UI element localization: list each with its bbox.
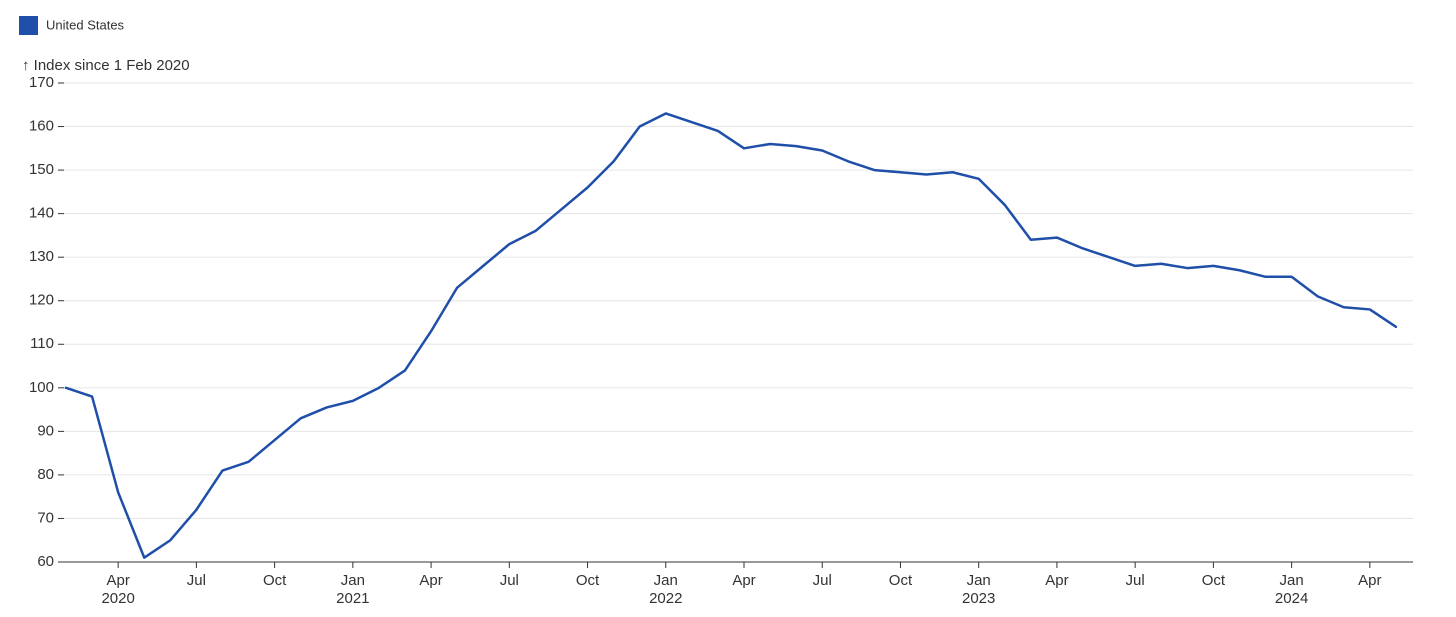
series-line (64, 112, 1398, 559)
x-year-label: 2020 (101, 590, 134, 607)
x-year-label: 2023 (962, 590, 995, 607)
y-tick-label: 170 (29, 74, 54, 91)
x-tick-label: Jan (1280, 572, 1304, 589)
y-axis-title: ↑ Index since 1 Feb 2020 (22, 57, 190, 74)
y-tick-label: 110 (30, 335, 54, 352)
y-tick-label: 130 (29, 248, 54, 265)
x-tick-label: Oct (1202, 572, 1226, 589)
x-tick-label: Jan (654, 572, 678, 589)
x-tick-label: Apr (1045, 572, 1068, 589)
x-tick-label: Apr (106, 572, 129, 589)
x-tick-label: Jul (813, 572, 832, 589)
x-tick-label: Apr (419, 572, 442, 589)
y-tick-label: 90 (37, 422, 54, 439)
x-tick-label: Oct (263, 572, 287, 589)
y-tick-label: 70 (37, 509, 54, 526)
y-tick-label: 150 (29, 161, 54, 178)
y-tick-label: 160 (29, 118, 54, 135)
x-tick-label: Oct (576, 572, 600, 589)
x-tick-label: Jan (341, 572, 365, 589)
x-tick-label: Apr (1358, 572, 1381, 589)
y-tick-label: 60 (37, 553, 54, 570)
x-tick-label: Oct (889, 572, 913, 589)
x-tick-label: Apr (732, 572, 755, 589)
y-tick-label: 100 (29, 379, 54, 396)
x-year-label: 2024 (1275, 590, 1308, 607)
y-tick-label: 80 (37, 466, 54, 483)
legend-label: United States (46, 17, 125, 32)
y-tick-label: 140 (29, 205, 54, 222)
x-tick-label: Jan (967, 572, 991, 589)
x-year-label: 2021 (336, 590, 369, 607)
x-year-label: 2022 (649, 590, 682, 607)
x-tick-label: Jul (500, 572, 519, 589)
x-tick-label: Jul (1126, 572, 1145, 589)
legend-swatch (19, 16, 38, 35)
y-tick-label: 120 (29, 292, 54, 309)
x-tick-label: Jul (187, 572, 206, 589)
